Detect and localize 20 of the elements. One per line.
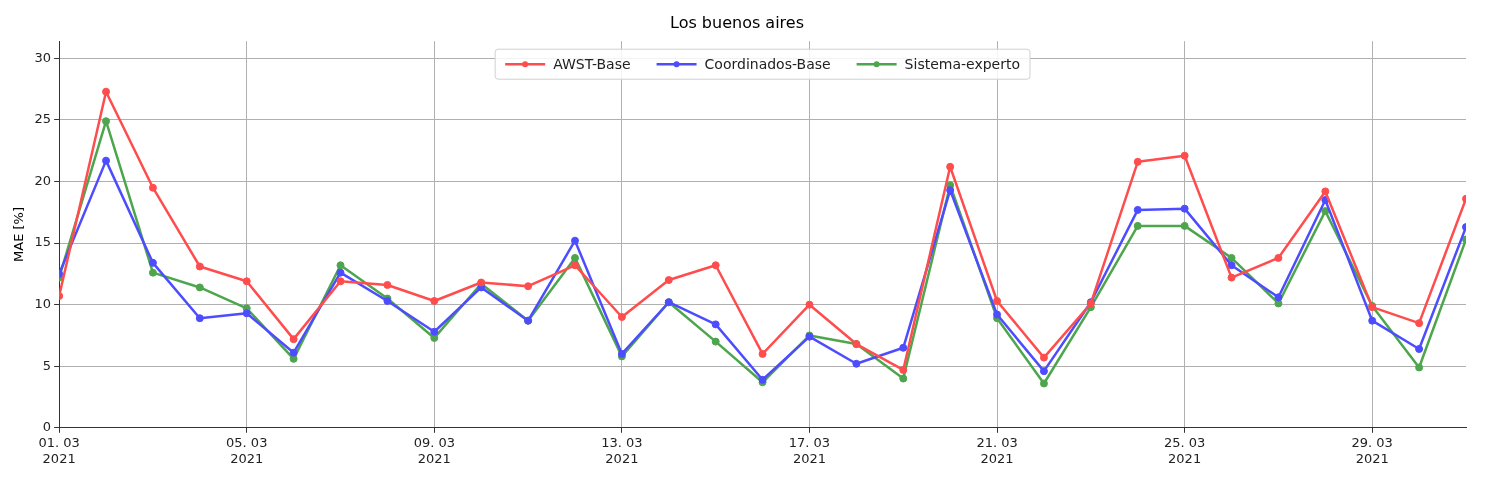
chart-title: Los buenos aires <box>670 12 804 32</box>
y-axis-title: MAE [%] <box>11 207 27 262</box>
x-tick-label: 17. 03 2021 <box>788 434 831 466</box>
y-tick-label: 20 <box>34 172 52 188</box>
x-tick-label: 25. 03 2021 <box>1163 434 1206 466</box>
y-tick-label: 10 <box>34 296 52 312</box>
x-tick-label: 01. 03 2021 <box>38 434 80 466</box>
x-tick-label: 29. 03 2021 <box>1351 434 1393 466</box>
x-tick-label: 21. 03 2021 <box>976 434 1018 466</box>
y-tick-label: 15 <box>34 234 52 250</box>
legend-label: Coordinados-Base <box>704 55 831 72</box>
legend-label: AWST-Base <box>553 55 631 72</box>
x-tick-label: 05. 03 2021 <box>226 434 268 466</box>
y-tick-label: 25 <box>34 111 52 127</box>
y-tick-label: 30 <box>34 49 52 65</box>
legend-label: Sistema-experto <box>904 55 1021 72</box>
y-tick-label: 0 <box>42 419 52 435</box>
y-tick-label: 5 <box>42 357 52 373</box>
x-tick-label: 13. 03 2021 <box>601 434 643 466</box>
x-tick-label: 09. 03 2021 <box>413 434 455 466</box>
